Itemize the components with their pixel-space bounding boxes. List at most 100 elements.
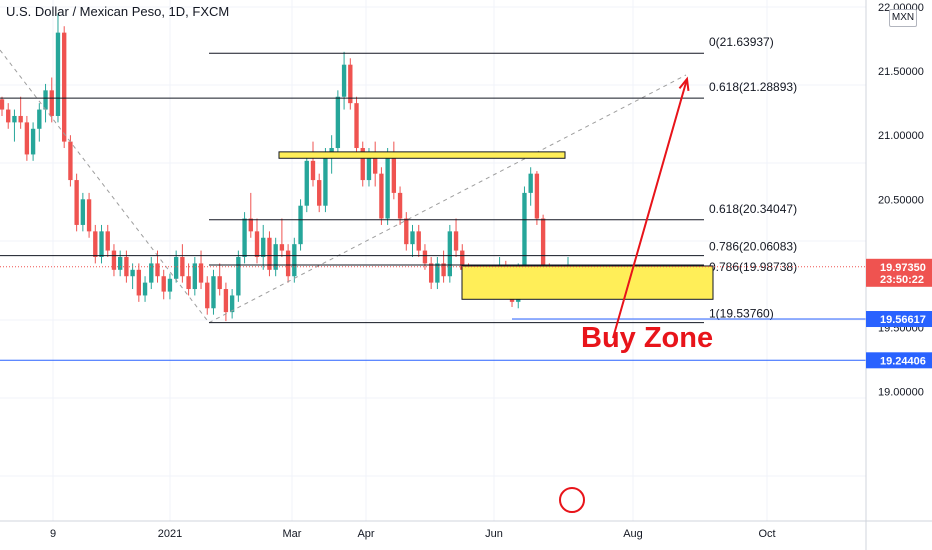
chart-title: U.S. Dollar / Mexican Peso, 1D, FXCM (6, 4, 230, 19)
candle-body (74, 180, 79, 225)
candle-body (130, 269, 135, 277)
fib-level-label: 0(21.63937) (709, 35, 774, 49)
time-tick-label: 9 (50, 528, 56, 540)
candle-body (223, 289, 229, 313)
candle-body (155, 263, 160, 277)
candle-body (341, 64, 347, 97)
candle-body (366, 154, 372, 181)
candle-body (198, 263, 204, 283)
candle-body (248, 218, 253, 232)
candle-body (242, 218, 247, 257)
candle-body (534, 173, 540, 219)
candle-body (18, 115, 23, 123)
candle-body (12, 115, 17, 123)
candle-body (49, 90, 54, 116)
drawing-overlays: 0(21.63937) 0.618(21.28893) 0.618(20.34047… (0, 35, 866, 513)
candle-body (236, 256, 241, 296)
price-tick-label: 21.00000 (878, 130, 924, 142)
fib-level-label: 1(19.53760) (709, 307, 774, 321)
candle-body (261, 237, 266, 257)
time-tick-label: Jun (485, 528, 503, 540)
candle-body (323, 154, 328, 206)
author-logo-icon (559, 487, 585, 513)
candle-body (93, 231, 98, 257)
candle-body (211, 276, 216, 309)
candle-body (161, 276, 166, 292)
resistance-zone (278, 151, 566, 159)
candle-body (292, 244, 297, 277)
candle-body (24, 122, 30, 155)
candle-body (379, 173, 384, 219)
candle-body (173, 256, 179, 279)
candle-body (279, 244, 285, 251)
candle-body (385, 154, 390, 219)
candle-body (117, 256, 123, 270)
price-axis: 22.0000021.5000021.0000020.5000020.00000… (865, 0, 932, 550)
candle-body (298, 205, 303, 245)
candle-body (0, 99, 5, 110)
candle-body (540, 218, 546, 270)
candle-body (285, 250, 291, 277)
buy-zone (461, 265, 714, 300)
candle-body (267, 237, 272, 270)
grid-lines (0, 0, 866, 521)
price-tag-label: 19.97350 (880, 262, 926, 274)
candle-body (354, 103, 359, 149)
candle-body (80, 199, 86, 225)
time-tick-label: Oct (758, 528, 775, 540)
candle-body (317, 180, 322, 206)
candle-body (192, 263, 197, 290)
candle-body (273, 244, 278, 270)
candle-body (410, 231, 415, 245)
candle-body (6, 109, 11, 123)
candle-body (428, 263, 434, 283)
candle-body (111, 250, 117, 270)
candle-body (435, 263, 440, 283)
candle-body (397, 192, 403, 219)
trend-line (0, 49, 210, 323)
fib-level-label: 0.618(20.34047) (709, 202, 797, 216)
target-arrow (612, 78, 688, 339)
candle-body (310, 160, 316, 181)
time-tick-label: Aug (623, 528, 643, 540)
candle-body (167, 278, 173, 292)
trend-line (208, 74, 687, 324)
fib-level-label: 0.618(21.28893) (709, 80, 797, 94)
candle-body (68, 141, 73, 181)
candle-body (404, 218, 409, 245)
candle-body (142, 282, 148, 296)
candle-body (360, 148, 365, 181)
candle-body (86, 199, 92, 232)
candle-body (373, 154, 378, 174)
price-tag-countdown: 23:50:22 (880, 274, 924, 286)
candle-body (186, 276, 191, 290)
candle-body (217, 276, 222, 290)
candle-body (304, 160, 309, 206)
candle-body (62, 32, 67, 142)
candle-body (254, 231, 260, 257)
candle-body (30, 128, 36, 155)
candle-body (136, 269, 142, 296)
candle-body (37, 109, 42, 129)
target-arrow-head (678, 76, 690, 92)
currency-badge[interactable]: MXN (889, 9, 917, 27)
candle-body (348, 64, 353, 104)
candle-body (460, 250, 465, 270)
time-axis: 9 2021 Mar Apr Jun Aug Oct (0, 520, 932, 540)
candle-body (453, 231, 459, 251)
price-tick-label: 20.50000 (878, 194, 924, 206)
price-tick-label: 21.50000 (878, 66, 924, 78)
time-tick-label: Apr (357, 528, 374, 540)
price-tag-label: 19.56617 (880, 314, 926, 326)
candle-body (229, 295, 235, 313)
candle-body (422, 250, 428, 264)
candle-body (329, 148, 334, 155)
price-tag (866, 258, 932, 287)
candle-body (43, 90, 48, 110)
candle-body (180, 256, 185, 277)
candle-body (99, 231, 104, 257)
time-tick-label: Mar (283, 528, 302, 540)
price-tick-label: 19.00000 (878, 387, 924, 399)
buy-zone-label: Buy Zone (581, 322, 713, 354)
candle-body (105, 231, 110, 251)
